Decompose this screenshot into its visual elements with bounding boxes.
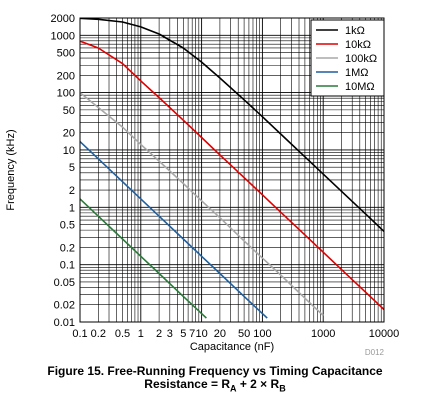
y-tick-label: 200: [57, 70, 75, 82]
caption-line-1: Figure 15. Free-Running Frequency vs Tim…: [47, 364, 383, 378]
plot-frame: [79, 17, 385, 323]
y-axis-title: Frequency (kHz): [5, 129, 17, 210]
y-tick-label: 50: [63, 105, 75, 117]
series-line-2: [79, 40, 385, 311]
y-tick-label: 10: [63, 145, 75, 157]
series-line-5: [79, 198, 207, 319]
x-tick-label: 7: [189, 328, 195, 340]
x-tick-label: 20: [214, 328, 226, 340]
x-tick-label: 1: [138, 328, 144, 340]
series-line-1: [79, 17, 385, 232]
document-id: D012: [365, 348, 385, 357]
legend-label: 1kΩ: [345, 25, 365, 37]
legend-label: 10MΩ: [345, 81, 375, 93]
x-tick-label: 3: [167, 328, 173, 340]
caption-subscript-a: A: [230, 383, 237, 394]
figure-caption: Figure 15. Free-Running Frequency vs Tim…: [0, 365, 430, 395]
y-tick-label: 500: [57, 48, 75, 60]
series-line-4: [79, 141, 268, 319]
x-tick-label: 1000: [311, 328, 335, 340]
y-tick-label: 0.02: [54, 300, 75, 312]
y-tick-label: 2000: [51, 13, 75, 25]
series-lines: [79, 17, 385, 319]
caption-subscript-b: B: [279, 383, 286, 394]
y-tick-label: 20: [63, 128, 75, 140]
y-tick-label: 5: [69, 162, 75, 174]
x-tick-label: 0.2: [91, 328, 106, 340]
x-tick-label: 10000: [369, 328, 400, 340]
y-tick-label: 100: [57, 88, 75, 100]
y-tick-label: 0.05: [54, 277, 75, 289]
x-tick-label: 0.5: [115, 328, 130, 340]
y-tick-label: 0.2: [60, 242, 75, 254]
x-tick-labels: 0.1 0.2 0.5 1 2 3 5 7 10 20 50 100 1000 10000: [72, 328, 399, 340]
x-tick-label: 50: [238, 328, 250, 340]
x-tick-label: 2: [156, 328, 162, 340]
caption-resistance-mid: + 2 × R: [236, 377, 280, 391]
x-tick-label: 0.1: [72, 328, 87, 340]
y-tick-label: 0.5: [60, 220, 75, 232]
y-tick-labels: 2000 1000 500 200 100 50 20 10 5 2 1 0.5 0.2 0.1 0.05 0…: [51, 13, 75, 329]
x-tick-label: 10: [195, 328, 207, 340]
y-tick-label: 0.01: [54, 317, 75, 329]
caption-resistance-prefix: Resistance = R: [144, 377, 230, 391]
legend-label: 1MΩ: [345, 67, 369, 79]
legend: 1kΩ 10kΩ 100kΩ 1MΩ 10MΩ: [310, 19, 385, 97]
x-tick-label: 5: [180, 328, 186, 340]
y-tick-label: 2: [69, 185, 75, 197]
series-line-3: [79, 91, 324, 317]
y-tick-label: 1: [69, 202, 75, 214]
caption-line-2: Resistance = RA + 2 × RB: [0, 378, 430, 395]
legend-label: 100kΩ: [345, 53, 377, 65]
frequency-vs-capacitance-chart: 0.1 0.2 0.5 1 2 3 5 7 10 20 50 100 1000 10000 2000100…: [5, 13, 399, 357]
y-tick-label: 0.1: [60, 260, 75, 272]
y-tick-label: 1000: [51, 30, 75, 42]
x-tick-label: 100: [253, 328, 271, 340]
x-axis-title: Capacitance (nF): [190, 341, 274, 353]
legend-label: 10kΩ: [345, 39, 371, 51]
